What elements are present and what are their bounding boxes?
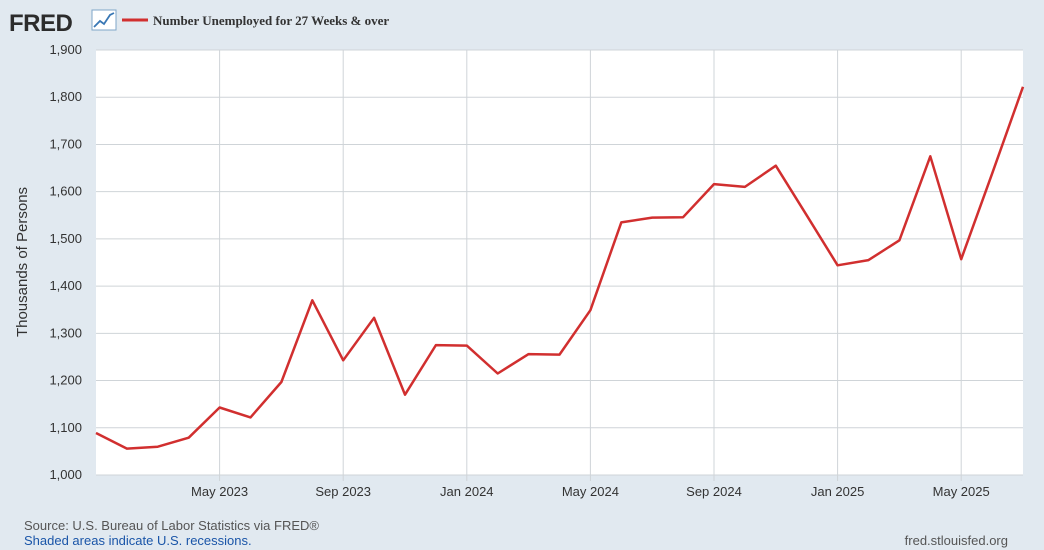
legend-label: Number Unemployed for 27 Weeks & over [153,13,389,28]
fred-logo-graph-icon [91,9,117,31]
data-point[interactable] [431,340,441,350]
data-point[interactable] [771,161,781,171]
data-point[interactable] [956,254,966,264]
y-axis-ticks: 1,000 1,100 1,200 1,300 1,400 1,500 1,600 1,700… [49,42,82,482]
data-point[interactable] [338,355,348,365]
x-tick-label: Jan 2024 [440,484,494,499]
data-point[interactable] [647,213,657,223]
x-tick-label: Jan 2025 [811,484,865,499]
y-tick-label: 1,300 [49,325,82,340]
plot-area [96,50,1023,475]
data-point[interactable] [925,151,935,161]
footer-site-link[interactable]: fred.stlouisfed.org [905,533,1008,548]
x-tick-label: Sep 2023 [315,484,371,499]
y-tick-label: 1,700 [49,136,82,151]
data-point[interactable] [987,169,997,179]
y-tick-label: 1,600 [49,184,82,199]
data-point[interactable] [307,295,317,305]
data-point[interactable] [894,235,904,245]
data-point[interactable] [864,255,874,265]
data-point[interactable] [493,368,503,378]
data-point[interactable] [524,349,534,359]
footer-source: Source: U.S. Bureau of Labor Statistics … [24,518,319,533]
data-point[interactable] [276,377,286,387]
data-point[interactable] [184,433,194,443]
data-point[interactable] [215,402,225,412]
grid-lines [96,49,1023,476]
y-tick-label: 1,500 [49,231,82,246]
data-point[interactable] [400,390,410,400]
footer-recessions-note[interactable]: Shaded areas indicate U.S. recessions. [24,533,252,548]
data-point[interactable] [246,412,256,422]
data-point[interactable] [91,428,101,438]
data-point[interactable] [369,313,379,323]
y-tick-label: 1,000 [49,467,82,482]
y-tick-label: 1,400 [49,278,82,293]
data-point[interactable] [122,444,132,454]
x-tick-label: May 2025 [933,484,990,499]
y-axis-title: Thousands of Persons [14,187,31,337]
x-tick-label: May 2024 [562,484,619,499]
data-point[interactable] [709,179,719,189]
data-point[interactable] [1018,82,1028,92]
data-point[interactable] [462,341,472,351]
x-tick-label: May 2023 [191,484,248,499]
y-tick-label: 1,200 [49,373,82,388]
y-tick-label: 1,800 [49,89,82,104]
series-layer [91,82,1028,454]
fred-logo[interactable]: FRED [9,10,73,37]
data-point[interactable] [555,350,565,360]
data-point[interactable] [153,442,163,452]
series-line [95,86,1025,450]
y-tick-label: 1,100 [49,420,82,435]
data-point[interactable] [585,305,595,315]
data-point[interactable] [678,212,688,222]
data-point[interactable] [616,217,626,227]
x-tick-label: Sep 2024 [686,484,742,499]
data-point[interactable] [802,210,812,220]
y-tick-label: 1,900 [49,42,82,57]
data-point[interactable] [833,260,843,270]
data-point[interactable] [740,182,750,192]
x-axis-ticks: May 2023 Sep 2023 Jan 2024 May 2024 Sep 2024… [191,475,990,499]
